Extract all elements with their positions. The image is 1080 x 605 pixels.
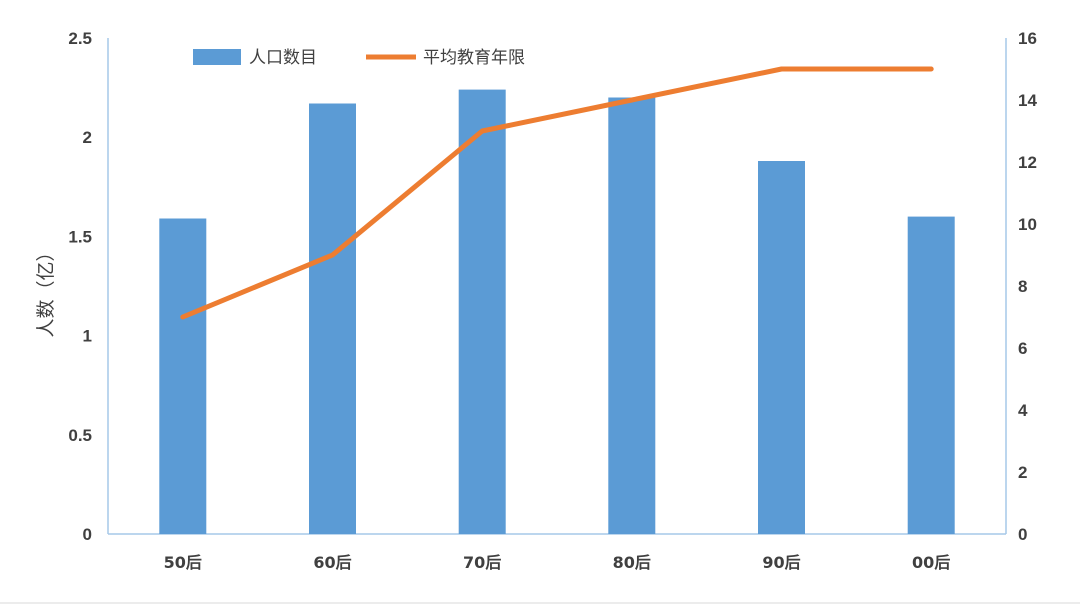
bar-2 — [458, 89, 506, 534]
bar-1 — [309, 103, 356, 534]
right-tick-2: 4 — [1018, 401, 1028, 420]
right-tick-1: 2 — [1018, 463, 1027, 482]
right-tick-8: 16 — [1018, 29, 1037, 48]
x-tick-4: 90后 — [762, 553, 800, 572]
bar-0 — [159, 218, 207, 534]
right-tick-6: 12 — [1018, 153, 1037, 172]
axes-group — [107, 38, 1007, 535]
left-tick-4: 2 — [83, 128, 92, 147]
left-tick-0: 0 — [83, 525, 92, 544]
legend-label-bar: 人口数目 — [249, 48, 317, 68]
legend: 人口数目 平均教育年限 — [193, 48, 525, 68]
line-path — [180, 66, 934, 320]
line-point-5 — [929, 67, 933, 71]
line-point-2 — [480, 129, 484, 133]
right-tick-5: 10 — [1018, 215, 1037, 234]
line-point-1 — [331, 253, 334, 257]
right-tick-labels: 0 2 4 6 8 10 12 14 16 — [1018, 29, 1037, 544]
x-tick-3: 80后 — [613, 553, 651, 572]
y-axis-title: 人数（亿） — [35, 242, 57, 337]
right-tick-7: 14 — [1018, 91, 1037, 110]
right-tick-0: 0 — [1018, 525, 1027, 544]
line-point-0 — [181, 315, 185, 319]
x-tick-5: 00后 — [912, 553, 950, 572]
left-tick-1: 0.5 — [68, 426, 92, 445]
line-point-4 — [780, 67, 783, 71]
left-tick-2: 1 — [83, 327, 92, 346]
left-tick-labels: 0 0.5 1 1.5 2 2.5 — [68, 29, 92, 544]
x-tick-1: 60后 — [313, 553, 351, 572]
x-tick-labels: 50后 60后 70后 80后 90后 00后 — [164, 553, 951, 572]
right-tick-4: 8 — [1018, 277, 1027, 296]
legend-swatch-bar — [193, 49, 241, 65]
left-tick-3: 1.5 — [68, 227, 92, 246]
bars-group — [159, 89, 955, 534]
bar-5 — [907, 216, 955, 534]
bar-4 — [758, 161, 805, 534]
legend-label-line: 平均教育年限 — [423, 48, 525, 68]
right-tick-3: 6 — [1018, 339, 1027, 358]
line-series-group — [180, 66, 934, 320]
x-tick-2: 70后 — [463, 553, 501, 572]
line-point-3 — [630, 98, 634, 102]
bar-3 — [608, 97, 656, 534]
x-tick-0: 50后 — [164, 553, 202, 572]
left-tick-5: 2.5 — [68, 29, 92, 48]
